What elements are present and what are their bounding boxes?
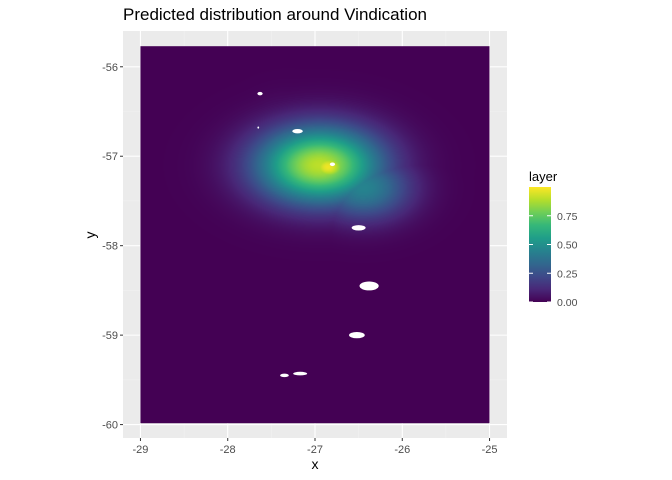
islet-1: [292, 128, 303, 134]
legend-label: 0.00: [557, 297, 578, 309]
y-axis: -56 -57 -58 -59 -60: [102, 62, 123, 432]
legend: layer 0.75 0.50 0.25 0.00: [529, 169, 578, 309]
x-axis: -29 -28 -27 -26 -25: [133, 438, 498, 456]
y-tick-label: -59: [102, 330, 118, 342]
x-tick-label: -28: [220, 444, 236, 456]
x-tick-label: -29: [133, 444, 149, 456]
islet-8: [280, 373, 289, 378]
land-masks: [257, 91, 379, 378]
x-tick-label: -26: [394, 444, 410, 456]
legend-label: 0.25: [557, 268, 578, 280]
islet-2: [257, 91, 263, 96]
chart-title: Predicted distribution around Vindicatio…: [123, 5, 427, 24]
islet-7: [349, 332, 365, 339]
legend-ticks: 0.75 0.50 0.25 0.00: [529, 211, 578, 309]
x-tick-label: -27: [307, 444, 323, 456]
islet-6: [359, 281, 379, 291]
y-tick-label: -57: [102, 151, 118, 163]
legend-label: 0.50: [557, 240, 578, 252]
x-axis-title: x: [312, 456, 319, 472]
islet-5: [351, 225, 366, 231]
islet-3: [257, 126, 260, 129]
islet-4: [329, 162, 336, 167]
x-tick-label: -25: [482, 444, 498, 456]
heatmap-raster: [140, 46, 490, 424]
legend-colorbar: [529, 187, 551, 302]
y-tick-label: -60: [102, 420, 118, 432]
legend-label: 0.75: [557, 211, 578, 223]
y-tick-label: -58: [102, 241, 118, 253]
legend-title: layer: [529, 169, 558, 184]
islet-9: [293, 371, 308, 376]
y-axis-title: y: [82, 232, 98, 239]
y-tick-label: -56: [102, 62, 118, 74]
